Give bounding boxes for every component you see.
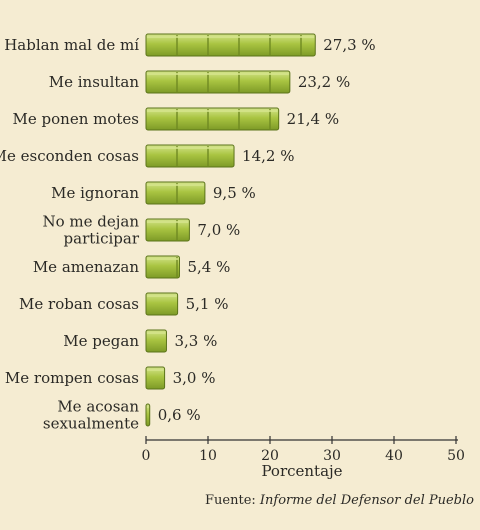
bar (145, 144, 235, 168)
bar-value-label: 0,6 % (158, 406, 201, 424)
bar (145, 181, 206, 205)
bar-value-label: 5,1 % (186, 295, 229, 313)
x-tick-label: 30 (323, 448, 341, 464)
bar (145, 403, 151, 427)
category-label: Me insultan (49, 73, 140, 91)
category-label: Me amenazan (33, 258, 139, 276)
bar (145, 255, 180, 279)
category-label: Me ponen motes (13, 110, 139, 128)
x-tick-label: 0 (142, 448, 151, 464)
category-label: Me acosan sexualmente (43, 398, 139, 433)
bar (145, 107, 280, 131)
bar (145, 292, 179, 316)
x-tick-label: 40 (385, 448, 403, 464)
bar (145, 33, 316, 57)
bar-value-label: 23,2 % (298, 73, 350, 91)
category-label: Me ignoran (51, 184, 139, 202)
category-label: Me esconden cosas (0, 147, 139, 165)
source-title: Informe del Defensor del Pueblo (259, 493, 474, 508)
bar-value-label: 5,4 % (187, 258, 230, 276)
category-label: Me roban cosas (19, 295, 139, 313)
bar-value-label: 27,3 % (323, 36, 375, 54)
bar (145, 329, 167, 353)
category-label: Me rompen cosas (5, 369, 139, 387)
source-prefix: Fuente: (205, 493, 260, 508)
bar-value-label: 14,2 % (242, 147, 294, 165)
category-label: No me dejan participar (42, 213, 139, 248)
bar-value-label: 9,5 % (213, 184, 256, 202)
category-label: Hablan mal de mí (4, 36, 139, 54)
bar-value-label: 3,0 % (173, 369, 216, 387)
bar (145, 70, 291, 94)
bar (145, 366, 166, 390)
bar-value-label: 7,0 % (197, 221, 240, 239)
x-tick-label: 20 (261, 448, 279, 464)
source-note: Fuente: Informe del Defensor del Pueblo (205, 493, 474, 508)
x-tick-label: 50 (447, 448, 465, 464)
bar-value-label: 3,3 % (174, 332, 217, 350)
x-axis-title: Porcentaje (261, 462, 342, 480)
x-tick-label: 10 (199, 448, 217, 464)
bar-value-label: 21,4 % (287, 110, 339, 128)
category-label: Me pegan (63, 332, 139, 350)
bar (145, 218, 190, 242)
